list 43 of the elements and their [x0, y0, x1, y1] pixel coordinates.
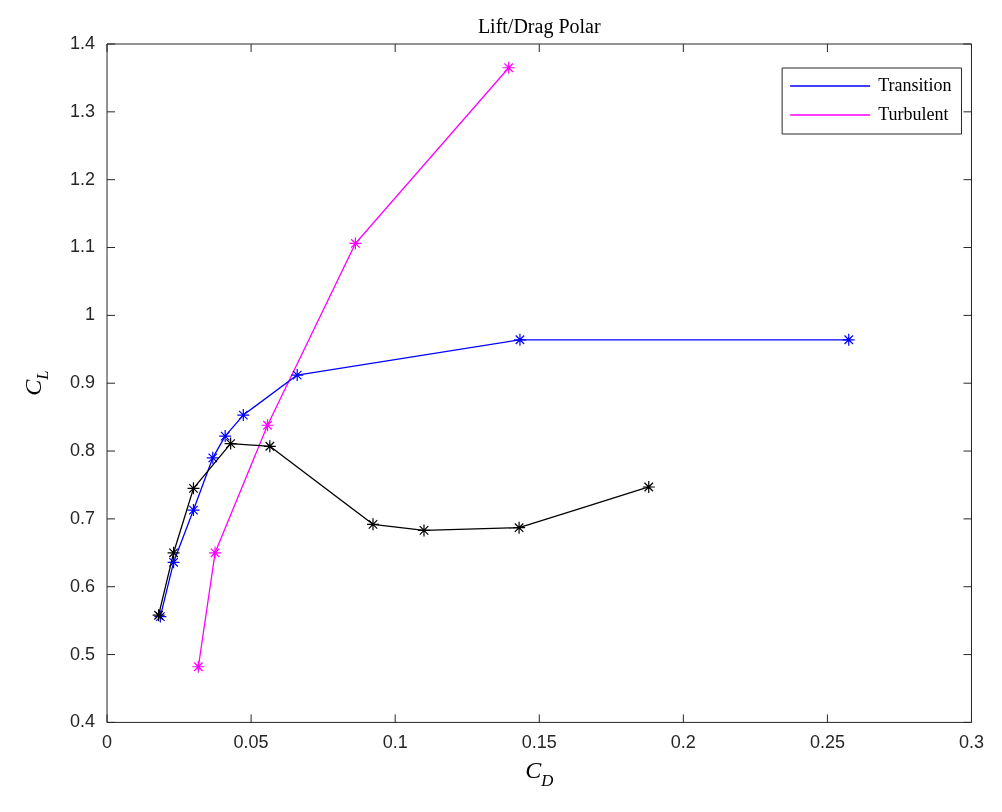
- x-tick-label: 0.2: [670, 732, 696, 753]
- point: [348, 236, 363, 251]
- y-tick-label: 0.7: [69, 507, 96, 528]
- point: [263, 439, 277, 453]
- y-axis-title: CL: [20, 370, 53, 396]
- y-tick-label: 1.3: [69, 100, 96, 121]
- point: [166, 555, 181, 569]
- point: [166, 546, 181, 560]
- point: [191, 660, 205, 674]
- point: [290, 368, 304, 382]
- point: [366, 517, 380, 531]
- point: [502, 61, 516, 75]
- x-tick-label: 0.3: [958, 732, 984, 753]
- x-tick-label: 0.1: [382, 732, 408, 753]
- y-tick-label: 0.4: [69, 711, 96, 732]
- x-tick-label: 0.05: [233, 732, 269, 753]
- y-tick-label: 1: [85, 304, 96, 325]
- point: [208, 546, 222, 560]
- y-tick-label: 1.2: [69, 168, 96, 189]
- x-tick-label: 0.15: [521, 732, 557, 753]
- y-tick-label: 0.8: [69, 440, 96, 461]
- y-tick-label: 1.4: [69, 32, 96, 53]
- point: [224, 436, 238, 451]
- y-tick-label: 1.1: [69, 236, 96, 257]
- y-tick-label: 0.5: [69, 643, 96, 664]
- point: [186, 481, 201, 495]
- chart-title: Lift/Drag Polar: [477, 15, 601, 39]
- point: [260, 418, 275, 432]
- point: [513, 333, 527, 347]
- point: [236, 408, 250, 422]
- y-tick-label: 0.6: [69, 575, 96, 596]
- point: [218, 429, 232, 443]
- x-tick-label: 0: [102, 732, 113, 753]
- point: [842, 333, 856, 347]
- point: [186, 503, 201, 517]
- point: [417, 523, 431, 538]
- legend-label: Turbulent: [878, 103, 949, 124]
- point: [206, 451, 220, 465]
- legend-label: Transition: [878, 74, 952, 95]
- x-tick-label: 0.25: [809, 732, 845, 753]
- y-tick-label: 0.9: [69, 372, 96, 393]
- point: [642, 480, 656, 494]
- point: [512, 521, 526, 535]
